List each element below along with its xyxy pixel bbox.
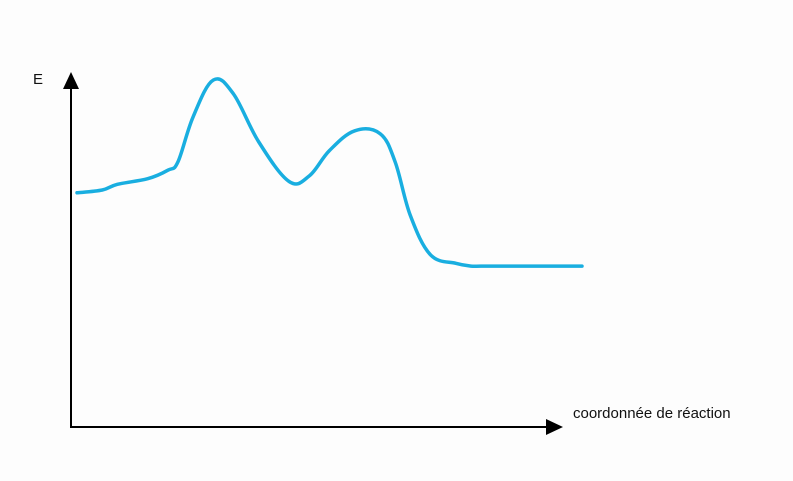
series-layer xyxy=(75,77,584,269)
y-axis-label: E xyxy=(33,71,43,88)
y-axis-arrow-icon xyxy=(63,72,79,89)
x-axis-label: coordonnée de réaction xyxy=(573,405,731,422)
x-axis-arrow-icon xyxy=(546,419,563,435)
energy-curve-line xyxy=(75,77,584,269)
